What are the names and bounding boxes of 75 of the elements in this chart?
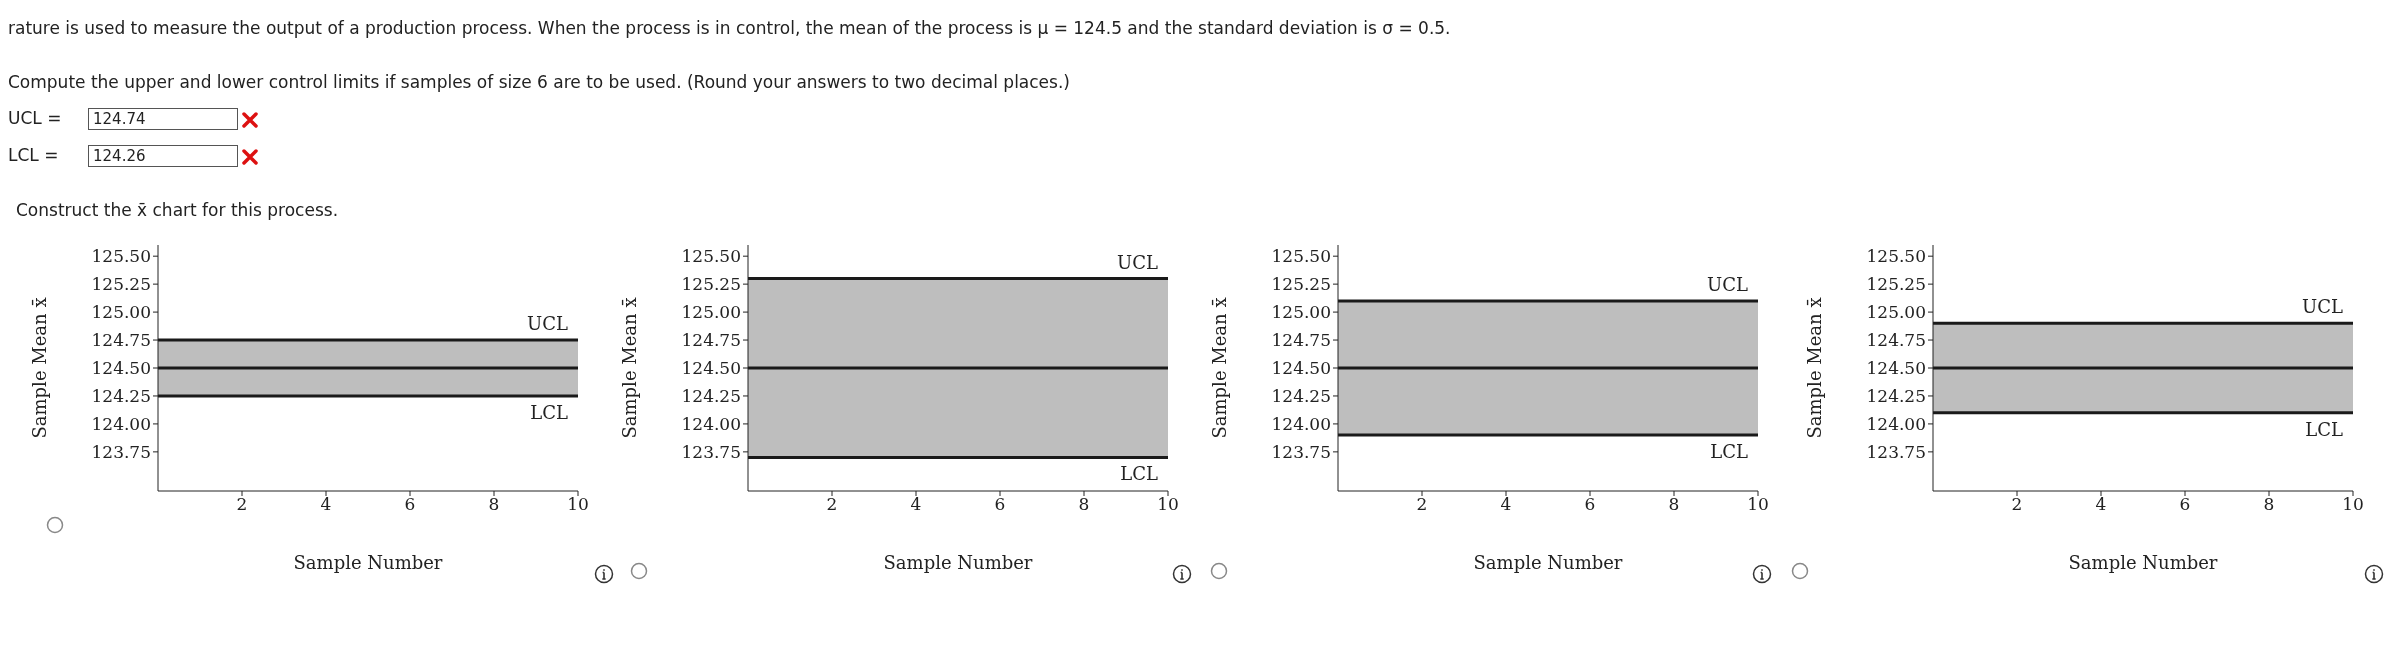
x-tick-label: 2 [2011,494,2023,515]
ref-line-label: LCL [530,401,569,423]
x-tick-label: 8 [1078,494,1090,515]
y-axis-title: Sample Mean x̄ [1804,297,1826,439]
x-axis-title: Sample Number [293,552,443,573]
y-tick-label: 124.50 [1866,358,1926,379]
y-tick-label: 124.75 [1866,330,1926,351]
y-tick-label: 123.75 [1866,441,1926,462]
x-tick-label: 6 [404,494,416,515]
x-tick-label: 2 [1416,494,1428,515]
y-axis-title: Sample Mean x̄ [29,297,51,439]
y-tick-label: 124.25 [681,385,741,406]
x-tick-label: 4 [1500,494,1512,515]
x-tick-label: 6 [2179,494,2191,515]
text: Compute the upper and lower control limits if samples of size 6 are to be used. (Round your answers to two decimal places.) [8,72,1070,92]
y-tick-label: 125.25 [681,274,741,295]
x-tick-label: 8 [2263,494,2275,515]
y-tick-label: 124.00 [681,413,741,434]
ref-line-label: LCL [1710,440,1749,462]
y-tick-label: 125.00 [1271,302,1331,323]
y-tick-label: 125.00 [681,302,741,323]
x-tick-label: 10 [567,494,589,515]
y-tick-label: 124.00 [91,413,151,434]
ref-line-label: UCL [1707,273,1749,295]
y-tick-label: 124.25 [91,385,151,406]
ref-line-label: UCL [527,313,569,335]
y-tick-label: 124.75 [1271,330,1331,351]
y-tick-label: 124.00 [1271,413,1331,434]
y-axis-title: Sample Mean x̄ [1209,297,1231,439]
y-tick-label: 125.50 [681,246,741,267]
y-tick-label: 123.75 [1271,441,1331,462]
x-tick-label: 6 [994,494,1006,515]
x-tick-label: 4 [910,494,922,515]
text: rature is used to measure the output of a production process. When the process is in control, the mean of the process is μ = 124.5 and the standard deviation is σ = 0.5. [8,18,1451,38]
y-tick-label: 124.50 [681,358,741,379]
y-tick-label: 124.25 [1866,385,1926,406]
y-tick-label: 125.50 [1866,246,1926,267]
text: LCL = [8,145,59,165]
x-axis-title: Sample Number [1473,552,1623,573]
y-tick-label: 124.00 [1866,413,1926,434]
y-tick-label: 125.25 [1866,274,1926,295]
text: 124.74 [88,108,238,130]
x-tick-label: 10 [1747,494,1769,515]
x-tick-label: 6 [1584,494,1596,515]
text: 124.26 [88,145,238,167]
ref-line-label: LCL [2305,418,2344,440]
y-tick-label: 124.25 [1271,385,1331,406]
y-tick-label: 125.25 [91,274,151,295]
text: Construct the x̄ chart for this process. [16,200,339,220]
x-tick-label: 2 [236,494,248,515]
y-tick-label: 125.50 [91,246,151,267]
y-tick-label: 125.00 [1866,302,1926,323]
ref-line-label: UCL [2302,296,2344,318]
y-tick-label: 124.75 [681,330,741,351]
x-tick-label: 8 [1668,494,1680,515]
y-tick-label: 125.50 [1271,246,1331,267]
ref-line-label: LCL [1120,463,1159,485]
x-tick-label: 4 [2095,494,2107,515]
y-tick-label: 125.00 [91,302,151,323]
x-tick-label: 4 [320,494,332,515]
x-tick-label: 2 [826,494,838,515]
x-axis-title: Sample Number [883,552,1033,573]
y-tick-label: 124.50 [1271,358,1331,379]
y-axis-title: Sample Mean x̄ [619,297,641,439]
y-tick-label: 123.75 [681,441,741,462]
ref-line-label: UCL [1117,251,1159,273]
x-tick-label: 8 [488,494,500,515]
y-tick-label: 124.75 [91,330,151,351]
y-tick-label: 123.75 [91,441,151,462]
y-tick-label: 125.25 [1271,274,1331,295]
y-tick-label: 124.50 [91,358,151,379]
text: UCL = [8,108,62,128]
x-tick-label: 10 [1157,494,1179,515]
x-axis-title: Sample Number [2068,552,2218,573]
x-tick-label: 10 [2342,494,2364,515]
